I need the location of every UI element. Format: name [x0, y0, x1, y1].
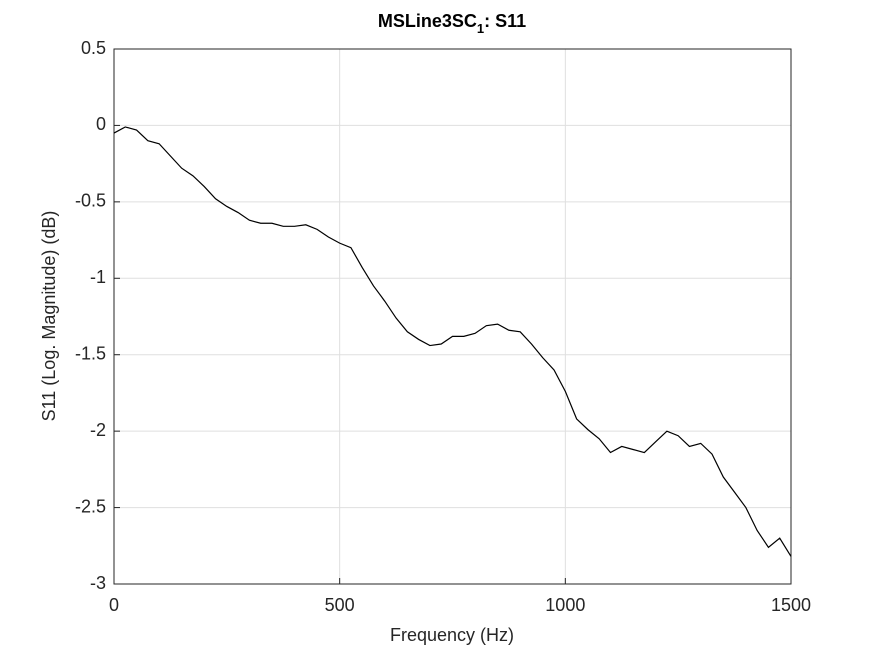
title-subscript: 1 — [477, 21, 484, 36]
chart-title: MSLine3SC1: S11 — [378, 11, 526, 37]
y-tick-label: -1 — [90, 267, 106, 287]
y-tick-label: -2.5 — [75, 496, 106, 516]
x-tick-label: 1500 — [771, 595, 811, 615]
x-tick-label: 1000 — [545, 595, 585, 615]
y-axis-label: S11 (Log. Magnitude) (dB) — [39, 211, 59, 422]
y-tick-label: -3 — [90, 573, 106, 593]
y-tick-label: 0 — [96, 114, 106, 134]
y-tick-label: -2 — [90, 420, 106, 440]
title-main: MSLine3SC — [378, 11, 477, 31]
y-tick-label: 0.5 — [81, 38, 106, 58]
x-tick-label: 0 — [109, 595, 119, 615]
axes-box — [113, 48, 792, 585]
y-tick-label: -0.5 — [75, 191, 106, 211]
data-line — [113, 126, 792, 557]
x-axis-label: Frequency (Hz) — [390, 625, 514, 645]
y-tick-label: -1.5 — [75, 343, 106, 363]
x-tick-label: 500 — [325, 595, 355, 615]
title-suffix: : S11 — [484, 11, 526, 31]
